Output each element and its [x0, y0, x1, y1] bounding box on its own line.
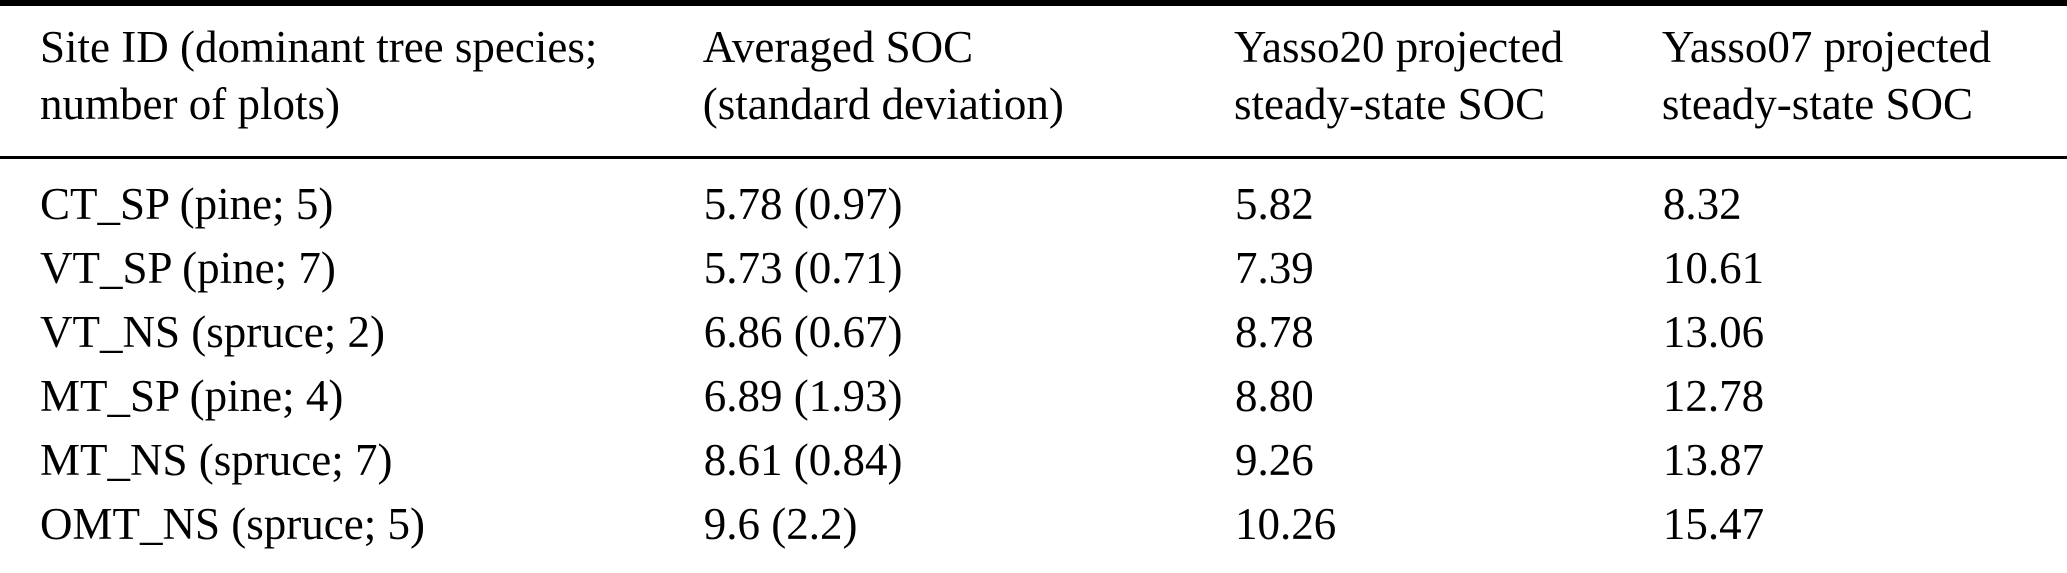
- column-header-site-id: Site ID (dominant tree species; number o…: [0, 3, 703, 159]
- table-body: CT_SP (pine; 5) 5.78 (0.97) 5.82 8.32 VT…: [0, 158, 2067, 573]
- cell-yasso20-soc: 8.80: [1234, 371, 1314, 421]
- column-header-line: Yasso20 projected: [1233, 22, 1564, 72]
- cell-yasso07-soc: 15.47: [1662, 499, 1765, 549]
- cell-site-id: VT_NS (spruce; 2): [40, 307, 385, 357]
- column-header-line: Site ID (dominant tree species;: [40, 22, 598, 72]
- cell-yasso20-soc: 9.26: [1234, 435, 1314, 485]
- cell-site-id: OMT_NS (spruce; 5): [40, 499, 425, 549]
- cell-averaged-soc: 8.61 (0.84): [703, 435, 903, 485]
- column-header-line: Averaged SOC: [702, 22, 974, 72]
- cell-site-id: CT_SP (pine; 5): [40, 179, 334, 229]
- header-row: Site ID (dominant tree species; number o…: [0, 3, 2067, 159]
- cell-site-id: VT_SP (pine; 7): [40, 243, 336, 293]
- cell-yasso20-soc: 7.39: [1234, 243, 1314, 293]
- table-header: Site ID (dominant tree species; number o…: [0, 3, 2067, 159]
- column-header-line: steady-state SOC: [1661, 79, 1974, 129]
- cell-site-id: MT_SP (pine; 4): [40, 371, 344, 421]
- cell-averaged-soc: 6.89 (1.93): [703, 371, 903, 421]
- cell-averaged-soc: 5.73 (0.71): [703, 243, 903, 293]
- column-header-line: number of plots): [40, 79, 340, 129]
- cell-averaged-soc: 6.86 (0.67): [703, 307, 903, 357]
- cell-yasso20-soc: 8.78: [1234, 307, 1314, 357]
- cell-yasso07-soc: 13.06: [1662, 307, 1765, 357]
- cell-site-id: MT_NS (spruce; 7): [40, 435, 393, 485]
- column-header-line: steady-state SOC: [1233, 79, 1546, 129]
- cell-averaged-soc: 5.78 (0.97): [703, 179, 903, 229]
- table-row: OMT_NS (spruce; 5) 9.6 (2.2) 10.26 15.47: [0, 492, 2067, 573]
- cell-yasso07-soc: 12.78: [1662, 371, 1765, 421]
- column-header-averaged-soc: Averaged SOC (standard deviation): [702, 3, 1234, 159]
- cell-averaged-soc: 9.6 (2.2): [703, 499, 858, 549]
- cell-yasso07-soc: 13.87: [1662, 435, 1765, 485]
- column-header-yasso07-soc: Yasso07 projected steady-state SOC: [1661, 3, 2067, 159]
- table-row: MT_SP (pine; 4) 6.89 (1.93) 8.80 12.78: [0, 364, 2067, 428]
- column-header-line: Yasso07 projected: [1661, 22, 1991, 72]
- column-header-yasso20-soc: Yasso20 projected steady-state SOC: [1233, 3, 1662, 159]
- table-row: VT_SP (pine; 7) 5.73 (0.71) 7.39 10.61: [0, 236, 2067, 300]
- cell-yasso07-soc: 8.32: [1662, 179, 1742, 229]
- table-row: CT_SP (pine; 5) 5.78 (0.97) 5.82 8.32: [0, 158, 2067, 237]
- table-row: MT_NS (spruce; 7) 8.61 (0.84) 9.26 13.87: [0, 428, 2067, 492]
- column-header-line: (standard deviation): [702, 79, 1064, 129]
- table-row: VT_NS (spruce; 2) 6.86 (0.67) 8.78 13.06: [0, 300, 2067, 364]
- cell-yasso20-soc: 5.82: [1234, 179, 1314, 229]
- cell-yasso20-soc: 10.26: [1234, 499, 1337, 549]
- cell-yasso07-soc: 10.61: [1662, 243, 1765, 293]
